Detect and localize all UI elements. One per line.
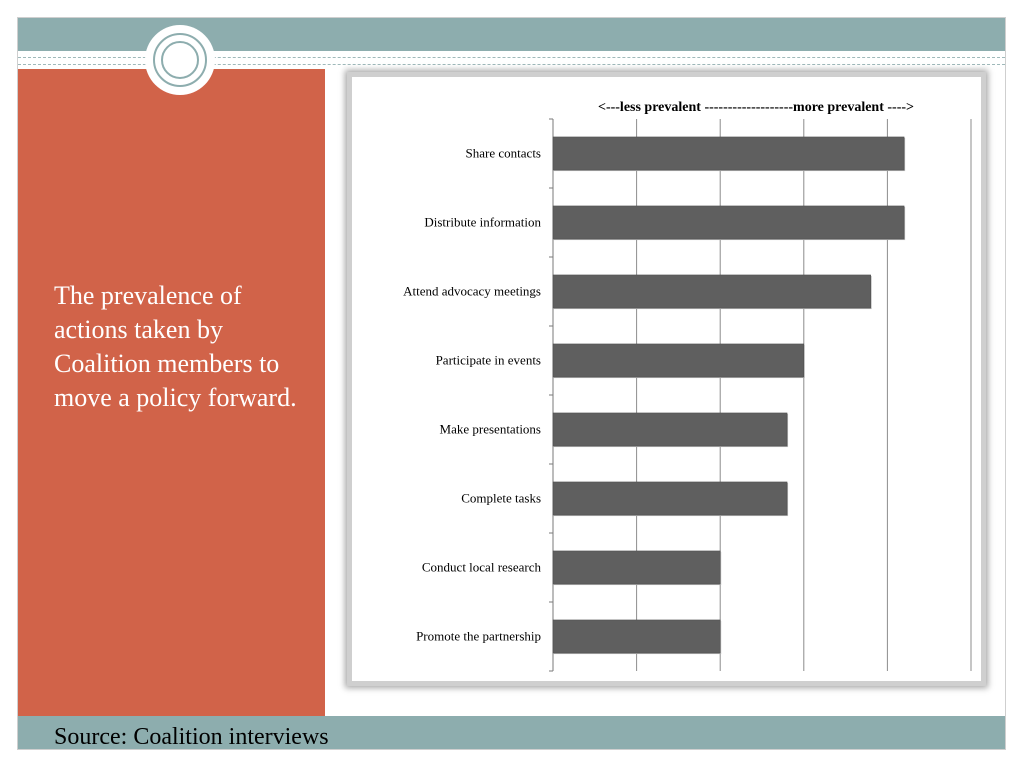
chart-title: <---less prevalent -------------------mo… (598, 100, 914, 115)
bar (552, 274, 871, 309)
slide-title: The prevalence of actions taken by Coali… (54, 281, 297, 412)
bar (552, 136, 905, 171)
bar-chart: <---less prevalent -------------------mo… (403, 100, 972, 672)
bars (552, 136, 906, 655)
top-divider-lower (18, 64, 1005, 65)
grid-lines (549, 118, 972, 672)
bar (552, 481, 788, 516)
circle-ornament-icon (145, 25, 215, 95)
category-label: Make presentations (440, 422, 541, 437)
category-label: Promote the partnership (416, 629, 541, 644)
bar (552, 412, 788, 447)
category-label: Distribute information (424, 215, 541, 230)
category-label: Conduct local research (422, 560, 542, 575)
category-label: Share contacts (466, 146, 541, 161)
bar (552, 550, 721, 585)
chart-frame: <---less prevalent -------------------mo… (347, 72, 986, 686)
circle-ornament-core (161, 41, 199, 79)
category-label: Participate in events (436, 353, 541, 368)
top-divider (18, 57, 1005, 58)
category-labels: Share contacts Distribute information Atte… (403, 146, 541, 644)
bar (552, 205, 905, 240)
bottom-band (18, 716, 1005, 749)
circle-ornament-ring (153, 33, 207, 87)
source-note: Source: Coalition interviews (54, 724, 329, 750)
category-label: Attend advocacy meetings (403, 284, 541, 299)
bar (552, 343, 805, 378)
title-panel: The prevalence of actions taken by Coali… (18, 69, 325, 716)
slide: The prevalence of actions taken by Coali… (17, 17, 1006, 750)
bar (552, 619, 721, 654)
category-label: Complete tasks (461, 491, 541, 506)
